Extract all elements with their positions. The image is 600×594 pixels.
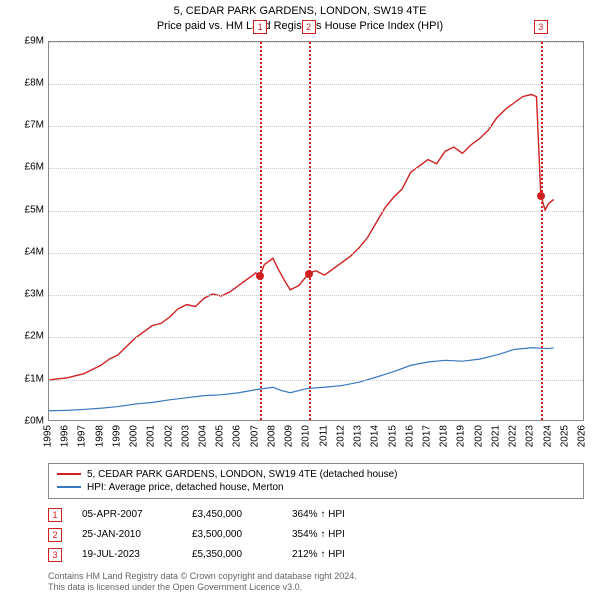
event-hpi: 212% ↑ HPI (292, 549, 382, 560)
x-tick-label: 2003 (180, 425, 191, 447)
grid-line (49, 168, 583, 169)
event-marker-top: 3 (534, 20, 548, 34)
x-tick-label: 2020 (473, 425, 484, 447)
x-tick-label: 2000 (129, 425, 140, 447)
y-tick-label: £7M (25, 120, 44, 131)
event-row-marker: 3 (48, 548, 62, 562)
x-tick-label: 2024 (542, 425, 553, 447)
title-line-1: 5, CEDAR PARK GARDENS, LONDON, SW19 4TE (0, 4, 600, 19)
legend-label: 5, CEDAR PARK GARDENS, LONDON, SW19 4TE … (87, 469, 397, 480)
event-vertical-line (309, 42, 311, 420)
footer-line-1: Contains HM Land Registry data © Crown c… (48, 571, 584, 583)
legend-row: 5, CEDAR PARK GARDENS, LONDON, SW19 4TE … (57, 468, 575, 481)
x-tick-label: 2025 (559, 425, 570, 447)
legend-row: HPI: Average price, detached house, Mert… (57, 481, 575, 494)
plot-area: 123 (48, 41, 584, 421)
footer: Contains HM Land Registry data © Crown c… (48, 571, 584, 594)
legend-swatch (57, 486, 81, 488)
x-tick-label: 2009 (284, 425, 295, 447)
grid-line (49, 337, 583, 338)
event-row: 3 19-JUL-2023 £5,350,000 212% ↑ HPI (48, 545, 584, 565)
x-tick-label: 2018 (439, 425, 450, 447)
event-row: 1 05-APR-2007 £3,450,000 364% ↑ HPI (48, 505, 584, 525)
x-tick-label: 2017 (421, 425, 432, 447)
x-tick-label: 2015 (387, 425, 398, 447)
y-tick-label: £0M (25, 415, 44, 426)
y-tick-label: £1M (25, 373, 44, 384)
x-tick-label: 2014 (370, 425, 381, 447)
events-table: 1 05-APR-2007 £3,450,000 364% ↑ HPI 2 25-JAN-… (48, 505, 584, 565)
x-tick-label: 2011 (318, 425, 329, 447)
y-tick-label: £5M (25, 204, 44, 215)
x-tick-label: 2004 (198, 425, 209, 447)
event-row: 2 25-JAN-2010 £3,500,000 354% ↑ HPI (48, 525, 584, 545)
event-price: £3,500,000 (192, 529, 272, 540)
x-tick-label: 2001 (146, 425, 157, 447)
x-tick-label: 1995 (43, 425, 54, 447)
x-tick-label: 2005 (215, 425, 226, 447)
event-hpi: 354% ↑ HPI (292, 529, 382, 540)
y-tick-label: £8M (25, 78, 44, 89)
event-vertical-line (541, 42, 543, 420)
grid-line (49, 295, 583, 296)
event-price: £5,350,000 (192, 549, 272, 560)
event-dot (256, 272, 264, 280)
grid-line (49, 253, 583, 254)
x-tick-label: 2019 (456, 425, 467, 447)
x-tick-label: 2006 (232, 425, 243, 447)
event-marker-top: 2 (302, 20, 316, 34)
y-tick-label: £6M (25, 162, 44, 173)
x-tick-label: 2008 (266, 425, 277, 447)
grid-line (49, 380, 583, 381)
grid-line (49, 211, 583, 212)
x-tick-label: 1997 (77, 425, 88, 447)
x-tick-label: 2002 (163, 425, 174, 447)
x-tick-label: 2010 (301, 425, 312, 447)
event-price: £3,450,000 (192, 509, 272, 520)
event-date: 25-JAN-2010 (82, 529, 172, 540)
x-tick-label: 2022 (508, 425, 519, 447)
y-tick-label: £9M (25, 35, 44, 46)
x-tick-label: 2026 (577, 425, 588, 447)
x-tick-label: 2021 (490, 425, 501, 447)
legend-label: HPI: Average price, detached house, Mert… (87, 482, 284, 493)
event-date: 19-JUL-2023 (82, 549, 172, 560)
event-marker-top: 1 (253, 20, 267, 34)
x-tick-label: 2012 (335, 425, 346, 447)
y-tick-label: £3M (25, 289, 44, 300)
x-tick-label: 1998 (94, 425, 105, 447)
footer-line-2: This data is licensed under the Open Gov… (48, 582, 584, 594)
x-tick-label: 2023 (525, 425, 536, 447)
x-tick-label: 2007 (249, 425, 260, 447)
event-row-marker: 1 (48, 508, 62, 522)
y-axis: £0M£1M£2M£3M£4M£5M£6M£7M£8M£9M (16, 41, 48, 421)
legend-swatch (57, 473, 81, 475)
grid-line (49, 42, 583, 43)
grid-line (49, 84, 583, 85)
event-dot (305, 270, 313, 278)
x-tick-label: 1996 (60, 425, 71, 447)
event-hpi: 364% ↑ HPI (292, 509, 382, 520)
event-dot (537, 192, 545, 200)
title-area: 5, CEDAR PARK GARDENS, LONDON, SW19 4TE … (0, 0, 600, 35)
event-date: 05-APR-2007 (82, 509, 172, 520)
legend: 5, CEDAR PARK GARDENS, LONDON, SW19 4TE … (48, 463, 584, 499)
event-row-marker: 2 (48, 528, 62, 542)
line-series-svg (49, 42, 583, 420)
chart-container: 5, CEDAR PARK GARDENS, LONDON, SW19 4TE … (0, 0, 600, 590)
x-tick-label: 1999 (111, 425, 122, 447)
grid-line (49, 126, 583, 127)
chart-area: £0M£1M£2M£3M£4M£5M£6M£7M£8M£9M 123 19951… (16, 41, 584, 461)
y-tick-label: £4M (25, 246, 44, 257)
x-axis: 1995199619971998199920002001200220032004… (48, 421, 584, 461)
event-vertical-line (260, 42, 262, 420)
x-tick-label: 2013 (353, 425, 364, 447)
y-tick-label: £2M (25, 331, 44, 342)
x-tick-label: 2016 (404, 425, 415, 447)
title-line-2: Price paid vs. HM Land Registry's House … (0, 19, 600, 34)
